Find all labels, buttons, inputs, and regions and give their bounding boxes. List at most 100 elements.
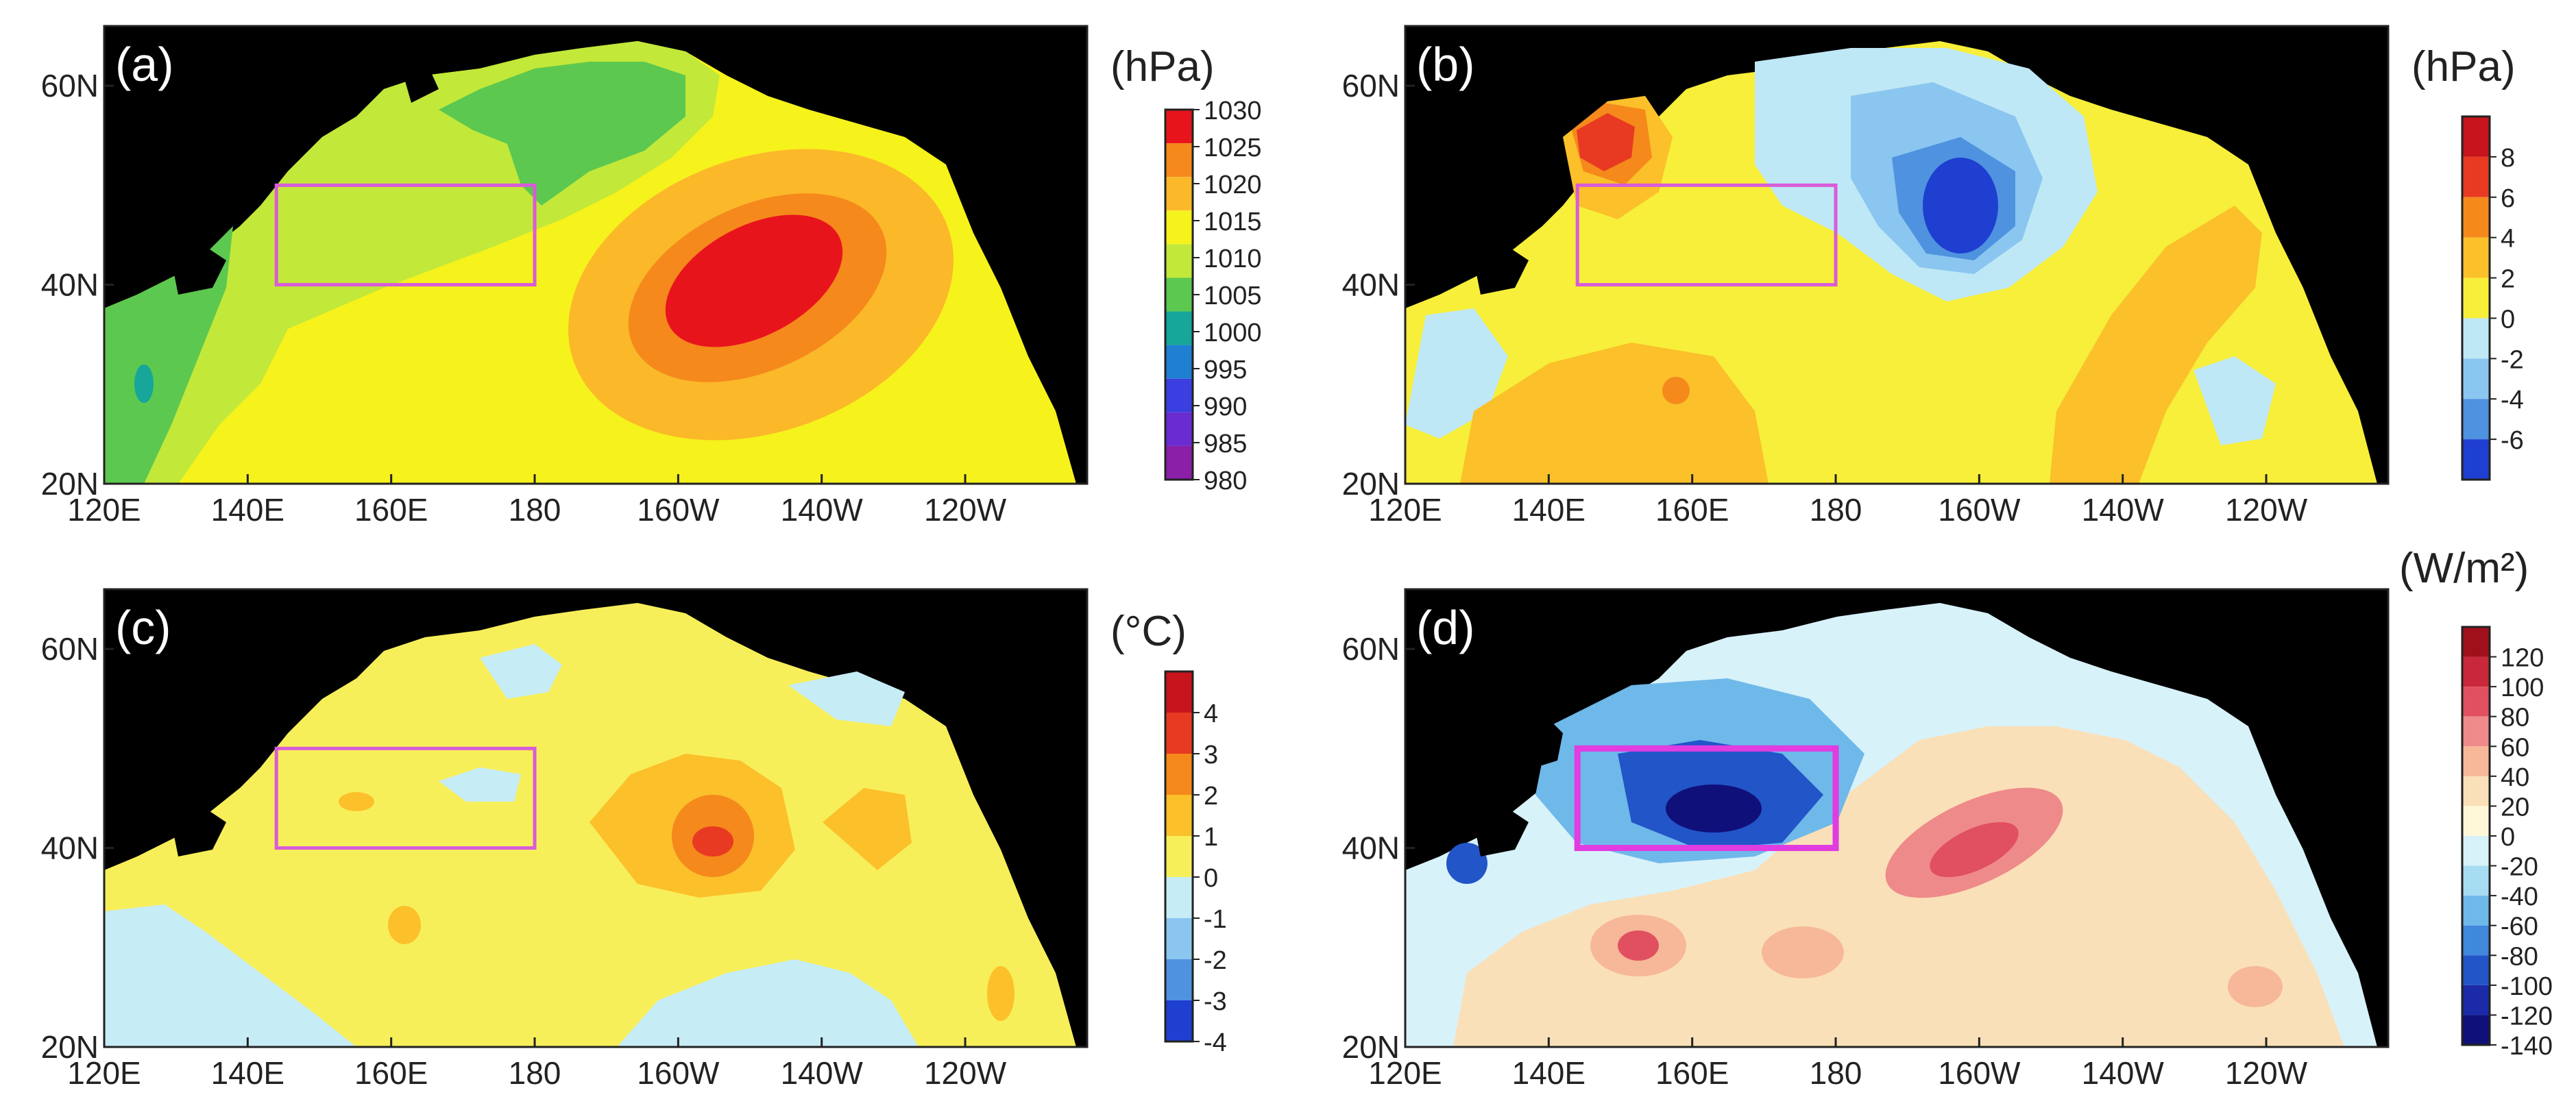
contour-1-far-east — [823, 788, 912, 870]
colorbar-label: 80 — [2501, 704, 2529, 732]
colorbar-label: -6 — [2501, 426, 2524, 455]
colorbar-label: 4 — [2501, 225, 2515, 254]
panel-c-colorbar: 4 3 2 1 0 -1 -2 -3 -4 — [1164, 670, 1227, 1057]
colorbar-label: 0 — [1204, 864, 1218, 893]
contour-1-south — [388, 906, 421, 944]
colorbar-swatch — [1165, 795, 1193, 836]
contour-80 — [1930, 822, 2019, 878]
panel-b-label: (b) — [1416, 38, 1475, 91]
colorbar-label: 990 — [1204, 393, 1247, 421]
x-tick-label: 160W — [1938, 492, 2021, 528]
colorbar-swatch — [1165, 177, 1193, 211]
contour-minus1-southwest — [104, 904, 356, 1047]
colorbar-label: 0 — [2501, 823, 2515, 852]
colorbar-swatch — [1165, 959, 1193, 1000]
panel-b-frame — [1404, 25, 2390, 485]
colorbar-label: 1 — [1204, 823, 1218, 852]
x-tick-label: 140E — [211, 492, 284, 528]
colorbar-label: -120 — [2501, 1002, 2553, 1031]
north-america-landmass — [2015, 589, 2388, 1047]
colorbar-label: -60 — [2501, 913, 2538, 941]
colorbar-label: 2 — [1204, 782, 1218, 811]
colorbar-swatch — [1165, 918, 1193, 959]
colorbar-swatch — [2462, 806, 2490, 836]
colorbar-label: 995 — [1204, 356, 1247, 384]
colorbar-label: 120 — [2501, 644, 2544, 673]
colorbar-label: 1025 — [1204, 134, 1262, 162]
north-america-landmass — [713, 26, 1087, 484]
contour-minus1-box — [439, 767, 521, 802]
y-tick-label: 60N — [41, 68, 99, 103]
contour-80-southwest — [1618, 930, 1659, 961]
colorbar-label: -3 — [1204, 987, 1227, 1016]
japan-island — [1474, 809, 1529, 856]
colorbar-label: -4 — [1204, 1028, 1227, 1057]
contour-6 — [1577, 113, 1635, 171]
panel-a-colorbar: 1030 1025 1020 1015 1010 1005 1000 995 990 985 980 — [1164, 97, 1262, 495]
colorbar-swatch — [2462, 746, 2490, 776]
x-tick-label: 160W — [637, 492, 720, 528]
y-tick-label: 20N — [1342, 466, 1400, 502]
colorbar-swatch — [2462, 865, 2490, 896]
x-tick-label: 140E — [1512, 492, 1585, 528]
colorbar-swatch — [2462, 237, 2490, 278]
colorbar-label: 6 — [2501, 184, 2515, 213]
contour-minimum — [1923, 158, 1998, 254]
x-tick-label: 160W — [1938, 1055, 2021, 1091]
colorbar-swatch — [2462, 358, 2490, 399]
contour-2-east — [2050, 206, 2262, 484]
panel-b: (b) 120E 140E 160E 180 160W 140W 120W 20N 40N 60N… — [1342, 25, 2524, 528]
contour-minus1-northeast — [788, 671, 905, 726]
panel-c-label: (c) — [115, 601, 171, 654]
colorbar-swatch — [1165, 836, 1193, 877]
colorbar-swatch — [2462, 1015, 2490, 1045]
colorbar-swatch — [2462, 896, 2490, 926]
panel-d: (d) 120E 140E 160E 180 160W 140W 120W 20N 40N 60N… — [1342, 545, 2553, 1091]
x-tick-label: 160E — [1655, 1055, 1729, 1091]
colorbar-swatch — [2462, 656, 2490, 687]
colorbar-label: 1030 — [1204, 97, 1262, 125]
colorbar-label: -140 — [2501, 1032, 2553, 1061]
panel-d-frame — [1404, 588, 2390, 1048]
colorbar-label: 100 — [2501, 674, 2544, 702]
panel-d-field — [1405, 589, 2388, 1047]
panel-a: (a) 120E 140E 160E 180 160W 140W 120W 20N 40N 60N… — [41, 25, 1262, 528]
x-tick-label: 120W — [924, 492, 1007, 528]
colorbar-frame — [2461, 115, 2491, 481]
x-tick-label: 120W — [924, 1055, 1007, 1091]
x-tick-label: 180 — [509, 492, 561, 528]
colorbar-label: 1020 — [1204, 171, 1262, 199]
colorbar-label: 1010 — [1204, 245, 1262, 273]
colorbar-label: -2 — [2501, 345, 2524, 374]
japan-island — [1529, 158, 1563, 206]
colorbar-swatch — [1165, 877, 1193, 918]
colorbar-label: -40 — [2501, 883, 2538, 911]
colorbar-label: -80 — [2501, 942, 2538, 971]
colorbar-swatch — [2462, 399, 2490, 440]
colorbar-label: -20 — [2501, 853, 2538, 882]
y-tick-label: 20N — [41, 466, 99, 502]
x-tick-label: 180 — [1810, 1055, 1862, 1091]
colorbar-swatch — [2462, 716, 2490, 747]
colorbar-label: -100 — [2501, 972, 2553, 1001]
panel-d-label: (d) — [1416, 601, 1475, 654]
contour-1005-west — [104, 226, 233, 484]
contour-4-south — [1662, 377, 1690, 404]
y-tick-label: 40N — [1342, 830, 1400, 866]
colorbar-swatch — [2462, 687, 2490, 717]
x-tick-label: 140W — [781, 492, 864, 528]
japan-island — [226, 158, 260, 206]
japan-island — [1474, 247, 1529, 295]
contour-3 — [692, 826, 733, 856]
x-tick-label: 120W — [2225, 1055, 2308, 1091]
japan-island — [171, 247, 226, 295]
y-tick-label: 20N — [41, 1029, 99, 1065]
colorbar-label: 60 — [2501, 733, 2529, 762]
panel-c-region-box — [274, 746, 537, 850]
x-tick-label: 160W — [637, 1055, 720, 1091]
colorbar-label: 20 — [2501, 793, 2529, 822]
colorbar-swatch — [1165, 210, 1193, 245]
colorbar-label: 0 — [2501, 305, 2515, 334]
